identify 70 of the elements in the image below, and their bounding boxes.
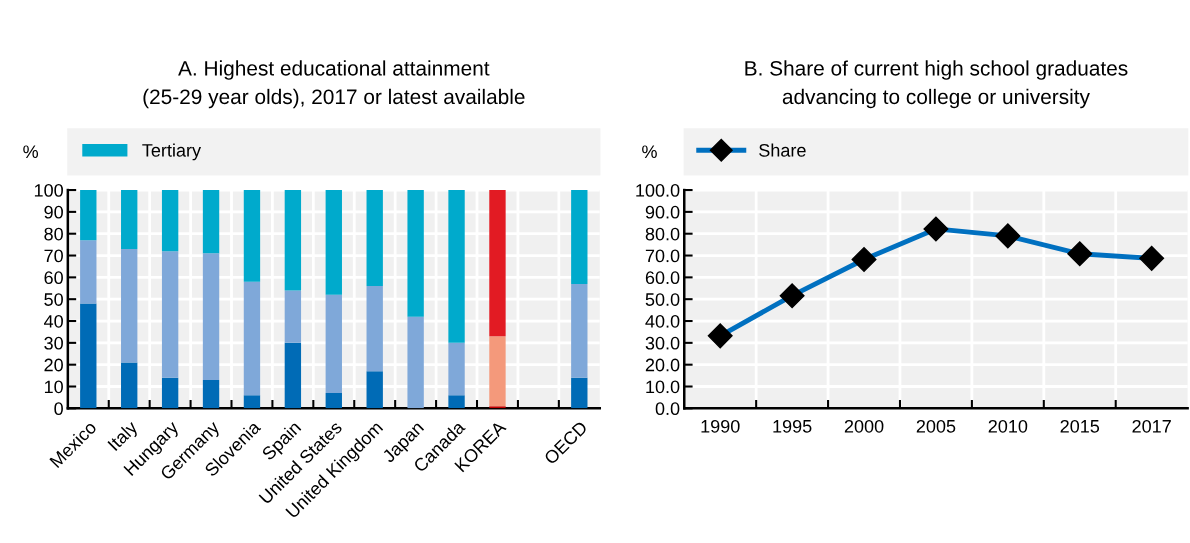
y-tick-label: 30.0 <box>645 336 680 350</box>
y-tick-label: 40 <box>44 314 63 328</box>
chart-title: A. Highest educational attainment (25-29 year olds), 2017 or latest available <box>143 60 525 109</box>
bar <box>571 190 588 284</box>
bar <box>202 253 220 380</box>
y-tick-label: 70 <box>44 249 63 263</box>
y-tick-label: 80 <box>44 227 63 241</box>
bar <box>121 190 138 249</box>
x-tick-label: 2005 <box>916 419 956 433</box>
bar <box>284 290 302 343</box>
x-tick-label: 2010 <box>988 419 1028 433</box>
y-tick-label: 10.0 <box>646 380 680 394</box>
bar <box>366 190 383 287</box>
bar <box>80 190 97 241</box>
bar <box>407 190 424 317</box>
x-tick-label: 2017 <box>1132 419 1171 433</box>
y-tick-label: 20.0 <box>645 358 680 372</box>
bar <box>448 395 465 409</box>
bar <box>202 190 220 254</box>
bar <box>489 336 506 407</box>
y-tick-label: 100.0 <box>636 183 680 197</box>
x-tick-label: 1995 <box>773 419 812 433</box>
bar <box>202 379 220 409</box>
y-tick-label: 30 <box>44 336 63 350</box>
bar <box>448 342 465 396</box>
y-tick-label: 40.0 <box>645 314 680 328</box>
bar <box>325 294 342 394</box>
x-tick-label: 2000 <box>844 419 884 433</box>
bar <box>243 395 261 409</box>
bar <box>489 190 506 337</box>
bar <box>489 406 506 409</box>
y-tick-label: 60 <box>44 271 63 285</box>
y-axis-title: % <box>642 145 657 159</box>
bar <box>407 316 424 409</box>
x-tick-label: 1990 <box>701 419 740 433</box>
y-tick-label: 0 <box>54 402 63 416</box>
y-tick-label: 0.0 <box>655 402 680 416</box>
bar <box>284 342 302 409</box>
bar <box>366 371 383 409</box>
bar <box>284 190 302 291</box>
y-tick-label: 90.0 <box>645 205 680 219</box>
bar <box>325 393 342 409</box>
legend-label: Share <box>759 143 806 157</box>
y-tick-label: 60.0 <box>645 271 680 285</box>
y-tick-label: 50 <box>44 293 63 306</box>
bar <box>121 248 138 363</box>
bar <box>366 286 383 372</box>
y-axis-title: % <box>23 145 39 159</box>
y-tick-label: 80.0 <box>645 227 680 241</box>
bar <box>161 377 179 409</box>
y-tick-label: 20 <box>44 358 63 372</box>
bar <box>121 362 138 409</box>
bar <box>325 190 342 295</box>
bar <box>243 281 261 396</box>
y-tick-label: 10 <box>44 380 63 394</box>
bar <box>571 377 588 409</box>
bar <box>161 190 179 252</box>
y-tick-label: 100 <box>34 183 63 197</box>
bar <box>571 283 588 378</box>
bar <box>80 240 97 304</box>
y-tick-label: 50.0 <box>645 293 680 306</box>
legend-label: Tertiary <box>142 143 202 161</box>
bar <box>161 251 179 378</box>
bar <box>243 190 261 282</box>
y-tick-label: 70.0 <box>645 249 680 263</box>
chart-title: B. Share of current high school graduates advancing to college or university <box>745 60 1128 109</box>
y-tick-label: 90 <box>44 205 63 219</box>
bar <box>80 303 97 409</box>
bar <box>448 190 465 343</box>
x-tick-label: 2015 <box>1060 419 1100 433</box>
